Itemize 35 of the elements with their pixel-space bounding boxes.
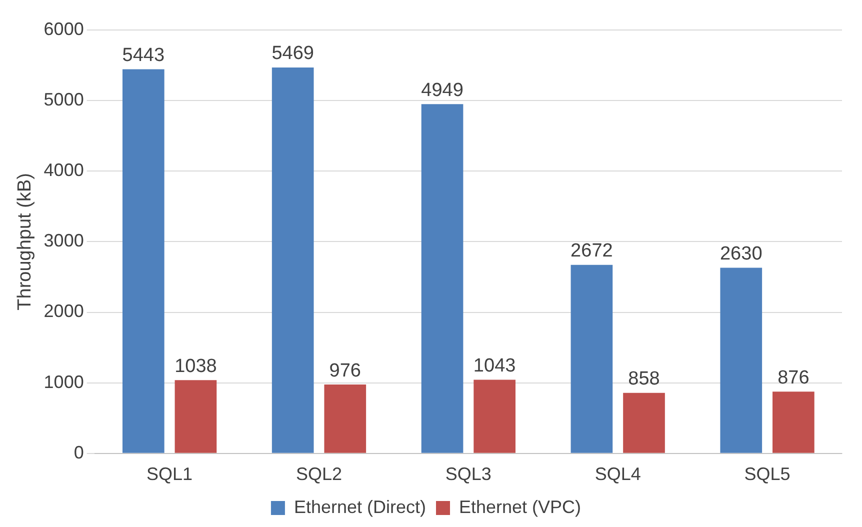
- y-tick-label: 1000: [44, 372, 84, 392]
- bar: [623, 392, 665, 453]
- y-tick-label: 3000: [44, 230, 84, 251]
- bar: [272, 67, 314, 453]
- data-label: 5443: [122, 45, 165, 66]
- bar: [772, 392, 814, 453]
- data-label: 876: [778, 367, 810, 388]
- data-label: 5469: [272, 43, 314, 64]
- y-tick-label: 0: [74, 442, 84, 462]
- bar: [324, 384, 366, 453]
- legend-label: Ethernet (Direct): [294, 496, 426, 517]
- x-tick-label: SQL4: [594, 464, 641, 484]
- y-tick-label: 5000: [44, 90, 84, 110]
- bar: [122, 69, 164, 453]
- data-label: 1038: [174, 356, 217, 377]
- bar: [421, 104, 464, 453]
- y-tick-label: 2000: [44, 301, 84, 322]
- data-label: 1043: [473, 356, 516, 377]
- bar: [570, 264, 613, 453]
- data-label: 4949: [421, 80, 464, 101]
- data-label: 858: [628, 368, 660, 390]
- y-tick-label: 6000: [44, 18, 84, 39]
- y-axis-title: Throughput (kB): [14, 173, 36, 310]
- legend-label: Ethernet (VPC): [458, 496, 582, 517]
- bar: [174, 380, 217, 453]
- x-tick-label: SQL1: [146, 464, 193, 484]
- data-label: 976: [329, 360, 361, 382]
- bar: [474, 380, 516, 453]
- bar: [720, 268, 762, 453]
- x-tick-label: SQL2: [296, 464, 342, 484]
- data-label: 2672: [570, 240, 613, 262]
- x-tick-label: SQL5: [744, 464, 790, 484]
- data-label: 2630: [720, 244, 762, 265]
- y-tick-label: 4000: [44, 160, 84, 180]
- x-tick-label: SQL3: [445, 464, 492, 484]
